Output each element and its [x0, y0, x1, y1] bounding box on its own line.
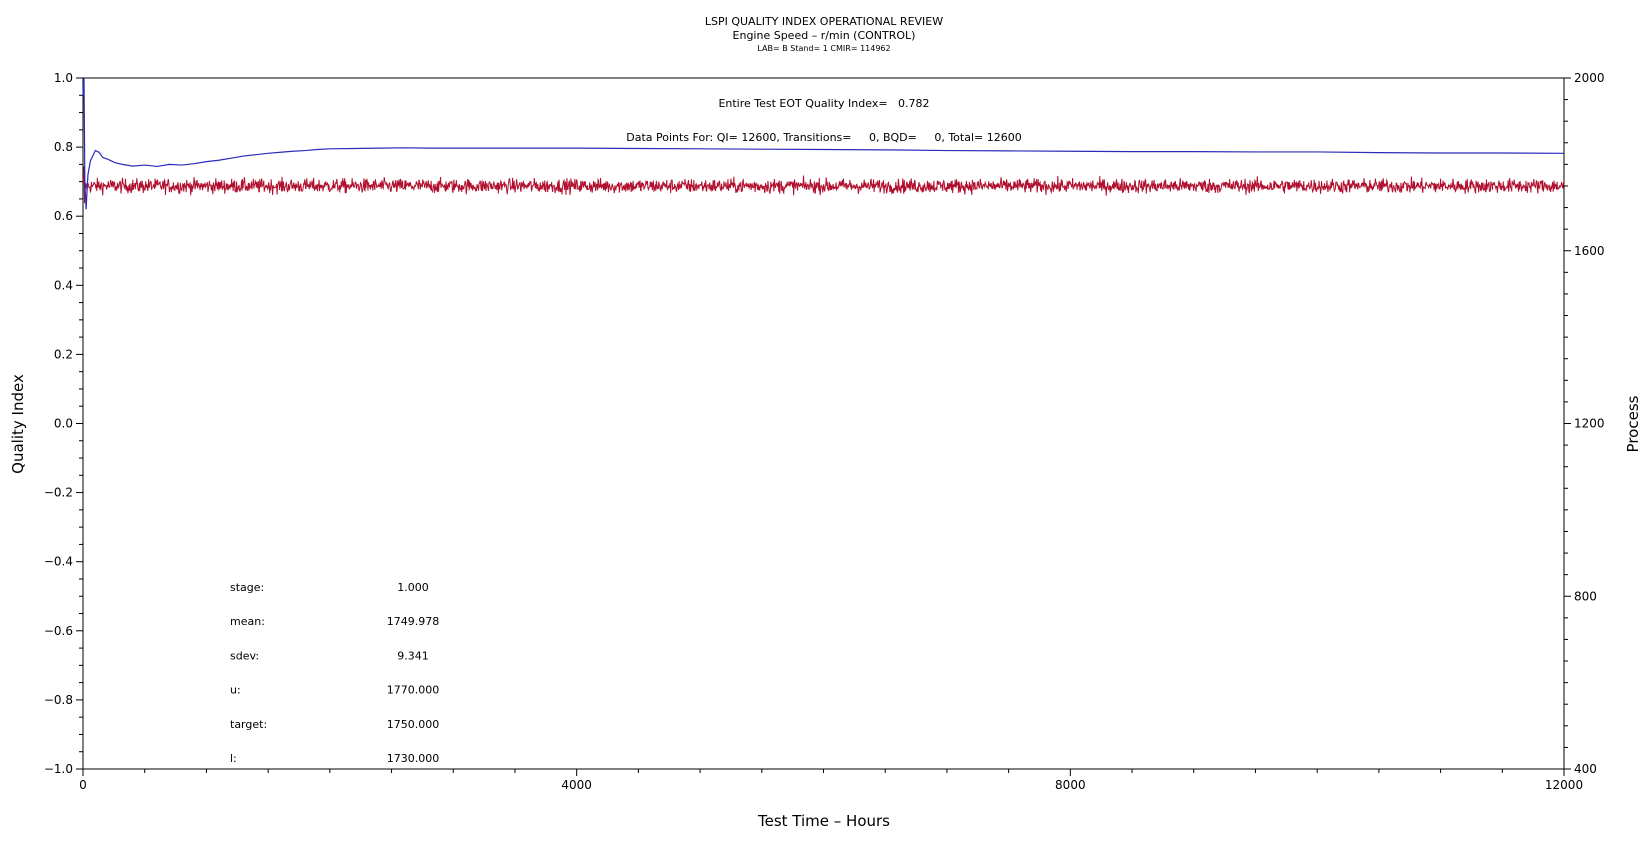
chart-subtitle: Engine Speed – r/min (CONTROL)	[733, 29, 916, 42]
x-tick-label: 8000	[1055, 778, 1086, 792]
quality-index-series-line	[82, 77, 1565, 210]
stat-label: u:	[230, 684, 241, 697]
x-tick-label: 0	[79, 778, 87, 792]
stat-value: 1750.000	[387, 718, 440, 731]
stat-value: 1770.000	[387, 684, 440, 697]
y2-tick-label: 1600	[1574, 244, 1605, 258]
stat-label: mean:	[230, 615, 265, 628]
y-tick-label: −0.4	[44, 555, 73, 569]
y-tick-label: −0.6	[44, 624, 73, 638]
stat-value: 9.341	[397, 649, 429, 662]
y2-tick-label: 2000	[1574, 71, 1605, 85]
chart-titles: LSPI QUALITY INDEX OPERATIONAL REVIEW En…	[705, 15, 943, 53]
stat-label: l:	[230, 752, 237, 765]
y-axis-left: 1.0 0.8 0.6 0.4 0.2 0.0 −0.2 −0.4 −0.6 −0.8 −1.0	[44, 71, 83, 776]
quality-index-annotation: Entire Test EOT Quality Index= 0.782	[718, 97, 929, 110]
stats-block: stage: 1.000 mean: 1749.978 sdev: 9.341 u: 1770…	[230, 581, 439, 765]
chart-subtitle-lab: LAB= B Stand= 1 CMIR= 114962	[757, 44, 890, 53]
process-series-line	[82, 166, 1565, 204]
stat-value: 1749.978	[387, 615, 440, 628]
x-axis: 0 4000 8000 12000	[79, 769, 1583, 792]
stat-label: sdev:	[230, 649, 259, 662]
y2-tick-label: 400	[1574, 762, 1597, 776]
x-tick-label: 4000	[561, 778, 592, 792]
y-tick-label: −1.0	[44, 762, 73, 776]
x-tick-label: 12000	[1545, 778, 1583, 792]
y2-tick-label: 1200	[1574, 417, 1605, 431]
y-tick-label: −0.8	[44, 693, 73, 707]
stat-value: 1730.000	[387, 752, 440, 765]
stat-value: 1.000	[397, 581, 429, 594]
y-tick-label: 0.0	[54, 417, 73, 431]
stat-label: target:	[230, 718, 267, 731]
x-axis-label: Test Time – Hours	[757, 812, 890, 830]
series-layer	[82, 77, 1565, 210]
y-tick-label: 0.8	[54, 140, 73, 154]
y-tick-label: 1.0	[54, 71, 73, 85]
y-tick-label: 0.4	[54, 278, 73, 292]
y2-axis-label: Process	[1624, 395, 1642, 452]
y-axis-right: 2000 1600 1200 800 400	[1564, 71, 1605, 776]
y-tick-label: −0.2	[44, 486, 73, 500]
y-tick-label: 0.2	[54, 347, 73, 361]
data-points-annotation: Data Points For: QI= 12600, Transitions=…	[626, 131, 1021, 144]
y-axis-label: Quality Index	[9, 374, 27, 474]
y-tick-label: 0.6	[54, 209, 73, 223]
y2-tick-label: 800	[1574, 589, 1597, 603]
chart-title: LSPI QUALITY INDEX OPERATIONAL REVIEW	[705, 15, 943, 28]
stat-label: stage:	[230, 581, 264, 594]
